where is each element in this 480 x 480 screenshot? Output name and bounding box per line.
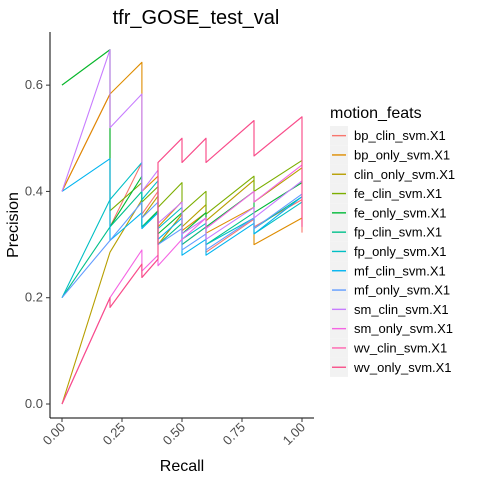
legend-label: wv_clin_svm.X1 bbox=[353, 340, 447, 355]
legend-label: bp_only_svm.X1 bbox=[354, 147, 450, 162]
x-tick-label: 1.00 bbox=[280, 420, 309, 449]
series-line-sm-clin-svm-x1 bbox=[61, 49, 303, 240]
plot-lines bbox=[61, 49, 303, 405]
legend-title: motion_feats bbox=[330, 105, 422, 122]
x-tick-label: 0.25 bbox=[100, 420, 129, 449]
legend-label: mf_only_svm.X1 bbox=[354, 283, 450, 298]
y-axis-ticks: 0.0 0.2 0.4 0.6 bbox=[25, 77, 50, 411]
legend-label: sm_clin_svm.X1 bbox=[354, 302, 449, 317]
legend-label: fp_only_svm.X1 bbox=[354, 244, 447, 259]
x-tick-label: 0.75 bbox=[220, 420, 249, 449]
legend-item: wv_clin_svm.X1 bbox=[330, 338, 447, 358]
legend-label: wv_only_svm.X1 bbox=[353, 360, 452, 375]
legend-label: fp_clin_svm.X1 bbox=[354, 225, 442, 240]
chart-title: tfr_GOSE_test_val bbox=[113, 7, 280, 29]
legend-label: mf_clin_svm.X1 bbox=[354, 263, 446, 278]
x-tick-label: 0.00 bbox=[40, 420, 69, 449]
legend-label: clin_only_svm.X1 bbox=[354, 167, 455, 182]
series-line-wv-only-svm-x1 bbox=[61, 116, 303, 405]
x-tick-label: 0.50 bbox=[160, 420, 189, 449]
x-axis-ticks: 0.00 0.25 0.50 0.75 1.00 bbox=[40, 418, 309, 449]
y-axis-title: Precision bbox=[5, 192, 22, 258]
y-tick-label: 0.0 bbox=[25, 396, 43, 411]
legend-label: fe_clin_svm.X1 bbox=[354, 186, 442, 201]
legend-item: bp_clin_svm.X1 bbox=[330, 126, 446, 146]
legend-item: clin_only_svm.X1 bbox=[330, 164, 455, 184]
series-line-fe-clin-svm-x1 bbox=[61, 49, 303, 215]
legend-item: fe_only_svm.X1 bbox=[330, 203, 447, 223]
legend-item: wv_only_svm.X1 bbox=[330, 357, 452, 377]
legend-item: fp_only_svm.X1 bbox=[330, 241, 447, 262]
legend-item: fp_clin_svm.X1 bbox=[330, 222, 442, 242]
legend-label: sm_only_svm.X1 bbox=[354, 321, 453, 336]
y-tick-label: 0.2 bbox=[25, 290, 43, 305]
legend-item: sm_only_svm.X1 bbox=[330, 319, 453, 339]
legend-item: sm_clin_svm.X1 bbox=[330, 299, 449, 319]
legend-item: mf_only_svm.X1 bbox=[330, 280, 450, 300]
series-line-mf-clin-svm-x1 bbox=[61, 158, 303, 256]
legend: bp_clin_svm.X1 bp_only_svm.X1 clin_only_sv… bbox=[330, 126, 455, 377]
legend-label: fe_only_svm.X1 bbox=[354, 205, 447, 220]
legend-label: bp_clin_svm.X1 bbox=[354, 128, 446, 143]
legend-item: fe_clin_svm.X1 bbox=[330, 183, 442, 204]
legend-item: mf_clin_svm.X1 bbox=[330, 261, 446, 281]
y-tick-label: 0.4 bbox=[25, 183, 43, 198]
y-tick-label: 0.6 bbox=[25, 77, 43, 92]
legend-item: bp_only_svm.X1 bbox=[330, 145, 450, 165]
series-line-sm-only-svm-x1 bbox=[61, 164, 303, 405]
x-axis-title: Recall bbox=[160, 458, 204, 475]
